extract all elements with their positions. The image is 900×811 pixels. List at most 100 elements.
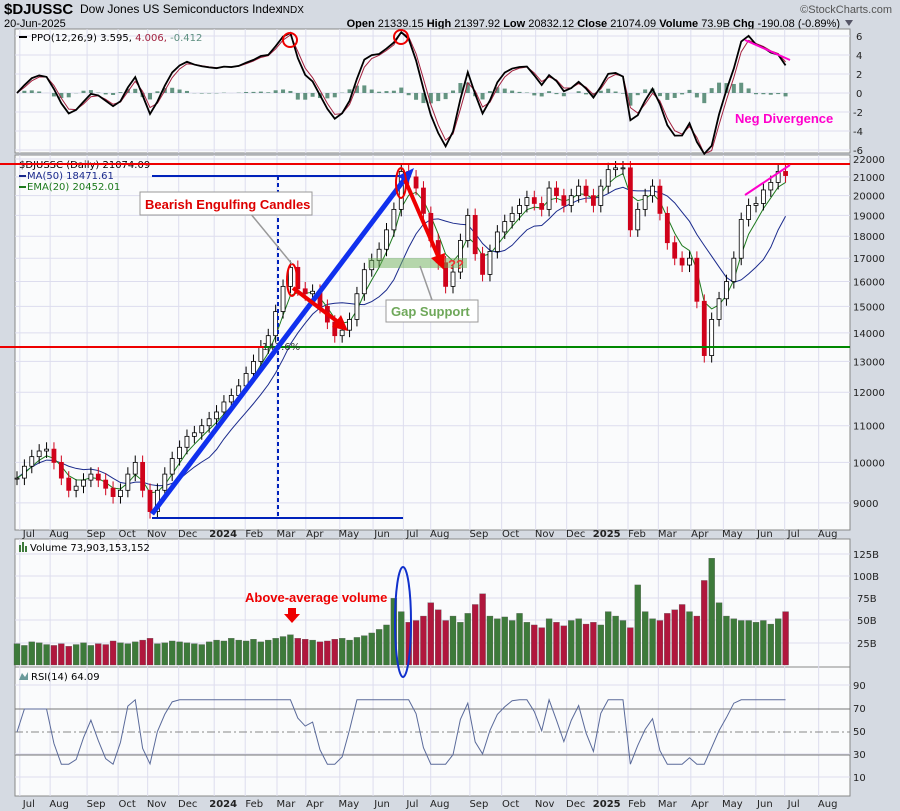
candle (583, 185, 589, 197)
x-tick-label: Oct (502, 529, 519, 540)
volume-bar (220, 640, 228, 666)
candle (95, 473, 101, 481)
red-arrow (291, 286, 340, 324)
candle (280, 285, 286, 312)
volume-bar (176, 641, 183, 666)
volume-bar (449, 615, 457, 666)
price-legend-text: $DJUSSC (Daily) 21074.09 (19, 160, 150, 171)
candle (561, 195, 567, 206)
x-tick-label: Apr (306, 529, 324, 540)
candle (221, 401, 227, 413)
ppo-histogram-bar (539, 93, 544, 97)
candle (132, 461, 138, 475)
ppo-legend-text: PPO(12,26,9) 3.595, 4.006, -0.412 (31, 33, 202, 44)
candle (66, 477, 72, 491)
volume-bar (686, 611, 693, 666)
ppo-histogram-bar (480, 93, 485, 100)
ppo-histogram-bar (81, 90, 86, 93)
ppo-tick: 2 (856, 70, 862, 81)
volume-bar (457, 622, 464, 666)
volume-bar (183, 642, 191, 666)
candle (687, 257, 692, 266)
candle (701, 300, 707, 356)
volume-bar (708, 558, 715, 666)
x-tick-label: Dec (566, 799, 585, 810)
volume-bar (538, 627, 545, 666)
volume-bar (43, 644, 50, 666)
ppo-histogram-bar (754, 93, 758, 95)
ppo-histogram-bar (347, 89, 352, 93)
volume-bar (146, 638, 154, 666)
rsi-legend-text: RSI(14) 64.09 (31, 672, 100, 683)
volume-bar (612, 615, 619, 666)
chevron-down-icon[interactable] (845, 20, 853, 26)
x-tick-label: Dec (566, 529, 585, 540)
candle (746, 205, 752, 220)
ppo-histogram-bar (620, 93, 625, 94)
ppo-histogram-bar (717, 82, 722, 93)
volume-bar (21, 645, 28, 666)
ppo-histogram-bar (680, 93, 685, 95)
volume-bar (257, 641, 265, 666)
volume-bar (58, 643, 65, 666)
x-tick-label: Jul (405, 529, 418, 540)
candle (450, 271, 456, 287)
price-axis: 22000 21000 20000 19000 18000 17000 16000 15000… (853, 155, 885, 510)
volume-axis: 125B 100B 75B 50B 25B (853, 550, 879, 650)
candle (21, 465, 27, 479)
candle (627, 167, 633, 231)
x-tick-label: Aug (818, 529, 838, 540)
volume-bar (605, 611, 612, 666)
neg-divergence-label: Neg Divergence (735, 111, 833, 126)
price-tick: 12000 (853, 388, 885, 399)
candle (206, 418, 212, 427)
volume-bar (213, 639, 220, 666)
rsi-tick: 10 (853, 773, 866, 784)
volume-bar (95, 643, 102, 666)
ppo-tick: -6 (853, 146, 863, 157)
ppo-histogram-bar (761, 93, 766, 95)
candle (44, 448, 49, 452)
ppo-histogram-bar (687, 89, 692, 93)
ppo-histogram-bar (258, 91, 263, 93)
volume-bar (154, 643, 161, 666)
index-name: Dow Jones US Semiconductors Index (80, 2, 281, 16)
ppo-histogram-bar (739, 82, 744, 93)
ppo-histogram-bar (148, 93, 153, 100)
price-tick: 17000 (853, 254, 885, 265)
volume-bar (464, 613, 471, 666)
ppo-histogram-bar (273, 90, 278, 93)
ppo-histogram-bar (266, 92, 271, 93)
candle (672, 242, 678, 259)
volume-bar (117, 642, 124, 666)
candle (199, 425, 205, 434)
candle (650, 185, 655, 197)
x-tick-label: Mar (277, 799, 297, 810)
ppo-histogram-bar (414, 93, 419, 100)
candle (546, 187, 552, 210)
volume-bar (693, 615, 701, 666)
candle (620, 167, 626, 170)
ppo-histogram-bar (768, 93, 773, 95)
candle (147, 489, 153, 512)
candle (657, 185, 663, 214)
volume-bar (701, 580, 708, 666)
x-tick-label: May (338, 529, 359, 540)
price-tick: 14000 (853, 329, 885, 340)
volume-bar (65, 646, 72, 666)
volume-bar (390, 598, 398, 666)
candle (361, 269, 367, 295)
ppo-histogram-bar (561, 93, 566, 97)
candle (421, 187, 426, 214)
ppo-plot (16, 30, 788, 156)
down-arrow-icon (284, 608, 300, 623)
ppo-histogram-bar (369, 89, 374, 93)
ppo-tick: -4 (853, 127, 863, 138)
volume-bar (13, 643, 21, 666)
volume-bar (80, 642, 87, 666)
candle (531, 197, 537, 204)
volume-bar (767, 623, 774, 666)
volume-bar (597, 624, 604, 666)
x-tick-label: Jun (756, 799, 773, 810)
